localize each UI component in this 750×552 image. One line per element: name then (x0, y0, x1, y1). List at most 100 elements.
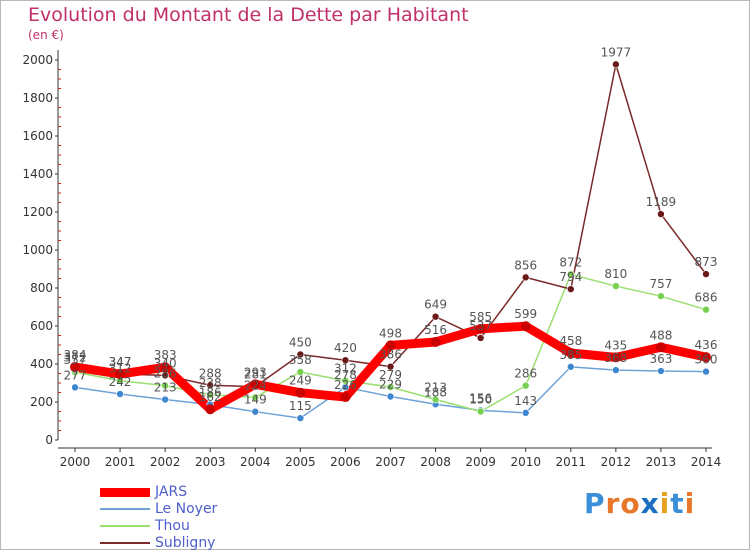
data-label: 420 (334, 341, 357, 355)
data-label: 360 (695, 353, 718, 367)
data-label: 372 (64, 350, 87, 364)
data-point (206, 390, 215, 399)
x-tick-label: 2007 (375, 455, 406, 469)
data-label: 213 (154, 381, 177, 395)
data-point (476, 334, 485, 342)
data-label: 226 (334, 378, 357, 392)
data-point (205, 404, 216, 415)
data-label: 150 (469, 393, 492, 407)
legend-swatch (100, 525, 150, 527)
data-point (296, 368, 305, 376)
data-point (702, 305, 710, 314)
data-label: 213 (424, 381, 447, 395)
data-label: 340 (154, 356, 177, 370)
data-point (340, 392, 351, 403)
data-label: 757 (649, 277, 672, 291)
y-tick-label: 1800 (22, 91, 53, 105)
data-label: 281 (244, 368, 267, 382)
data-label: 242 (109, 375, 132, 389)
data-point (385, 340, 396, 351)
logo-letter: o (620, 487, 641, 520)
data-label: 312 (334, 362, 357, 376)
data-label: 516 (424, 323, 447, 337)
data-point (565, 347, 576, 358)
x-tick-label: 2014 (691, 455, 722, 469)
data-label: 384 (64, 348, 87, 362)
data-label: 162 (199, 390, 222, 404)
data-label: 149 (244, 393, 267, 407)
x-tick-label: 2002 (150, 455, 181, 469)
data-point (71, 383, 79, 392)
data-point (431, 312, 440, 321)
legend-label: Le Noyer (155, 501, 218, 517)
y-tick-label: 0 (45, 433, 53, 447)
data-label: 794 (559, 270, 582, 284)
data-label: 156 (469, 391, 492, 405)
data-point (115, 369, 126, 380)
data-label: 312 (109, 362, 132, 376)
data-label: 435 (604, 338, 627, 352)
logo-letter: i (684, 487, 696, 520)
data-label: 488 (649, 328, 672, 342)
data-label: 286 (154, 367, 177, 381)
logo-letter: P (584, 487, 606, 520)
data-label: 450 (289, 336, 312, 350)
data-point (521, 381, 530, 390)
data-point (657, 210, 665, 218)
x-tick-label: 2012 (601, 455, 632, 469)
data-point (341, 376, 350, 385)
y-tick-label: 2000 (22, 53, 53, 67)
data-point (431, 395, 440, 404)
legend-label: Subligny (155, 535, 216, 551)
data-label: 293 (244, 365, 267, 379)
data-label: 347 (109, 355, 132, 369)
legend-swatch (100, 508, 150, 510)
data-label: 347 (109, 355, 132, 369)
data-point (521, 409, 530, 417)
data-point (70, 362, 80, 373)
data-point (430, 336, 441, 347)
logo-letter: x (640, 487, 660, 520)
data-label: 872 (559, 255, 582, 269)
data-point (296, 414, 305, 422)
data-label: 278 (334, 368, 357, 382)
data-point (160, 362, 171, 373)
data-label: 286 (514, 367, 537, 381)
data-label: 1977 (601, 45, 632, 59)
data-label: 279 (379, 368, 402, 382)
data-point (566, 363, 575, 371)
data-label: 357 (64, 353, 87, 367)
legend-label: Thou (155, 518, 190, 534)
data-point (521, 273, 530, 282)
data-label: 810 (604, 267, 627, 281)
data-label: 363 (649, 352, 672, 366)
data-point (296, 350, 305, 359)
data-label: 277 (64, 368, 87, 382)
data-label: 649 (424, 298, 447, 312)
data-point (475, 323, 486, 334)
data-label: 856 (514, 258, 537, 272)
x-tick-label: 2010 (510, 455, 541, 469)
data-point (612, 282, 620, 290)
data-point (657, 367, 665, 375)
data-point (295, 387, 306, 398)
x-tick-label: 2000 (60, 455, 91, 469)
chart-title: Evolution du Montant de la Dette par Hab… (28, 4, 469, 26)
data-point (116, 390, 124, 398)
data-label: 537 (469, 319, 492, 333)
data-label: 358 (289, 353, 312, 367)
x-tick-label: 2011 (556, 455, 587, 469)
data-label: 249 (289, 374, 312, 388)
y-tick-label: 800 (30, 281, 53, 295)
data-label: 436 (695, 338, 718, 352)
x-tick-label: 2003 (195, 455, 226, 469)
x-tick-label: 2013 (646, 455, 677, 469)
logo-letter: r (605, 487, 621, 520)
y-tick-label: 1600 (22, 129, 53, 143)
data-label: 238 (199, 376, 222, 390)
data-label: 498 (379, 326, 402, 340)
legend-swatch (100, 542, 150, 544)
data-point (701, 352, 711, 363)
